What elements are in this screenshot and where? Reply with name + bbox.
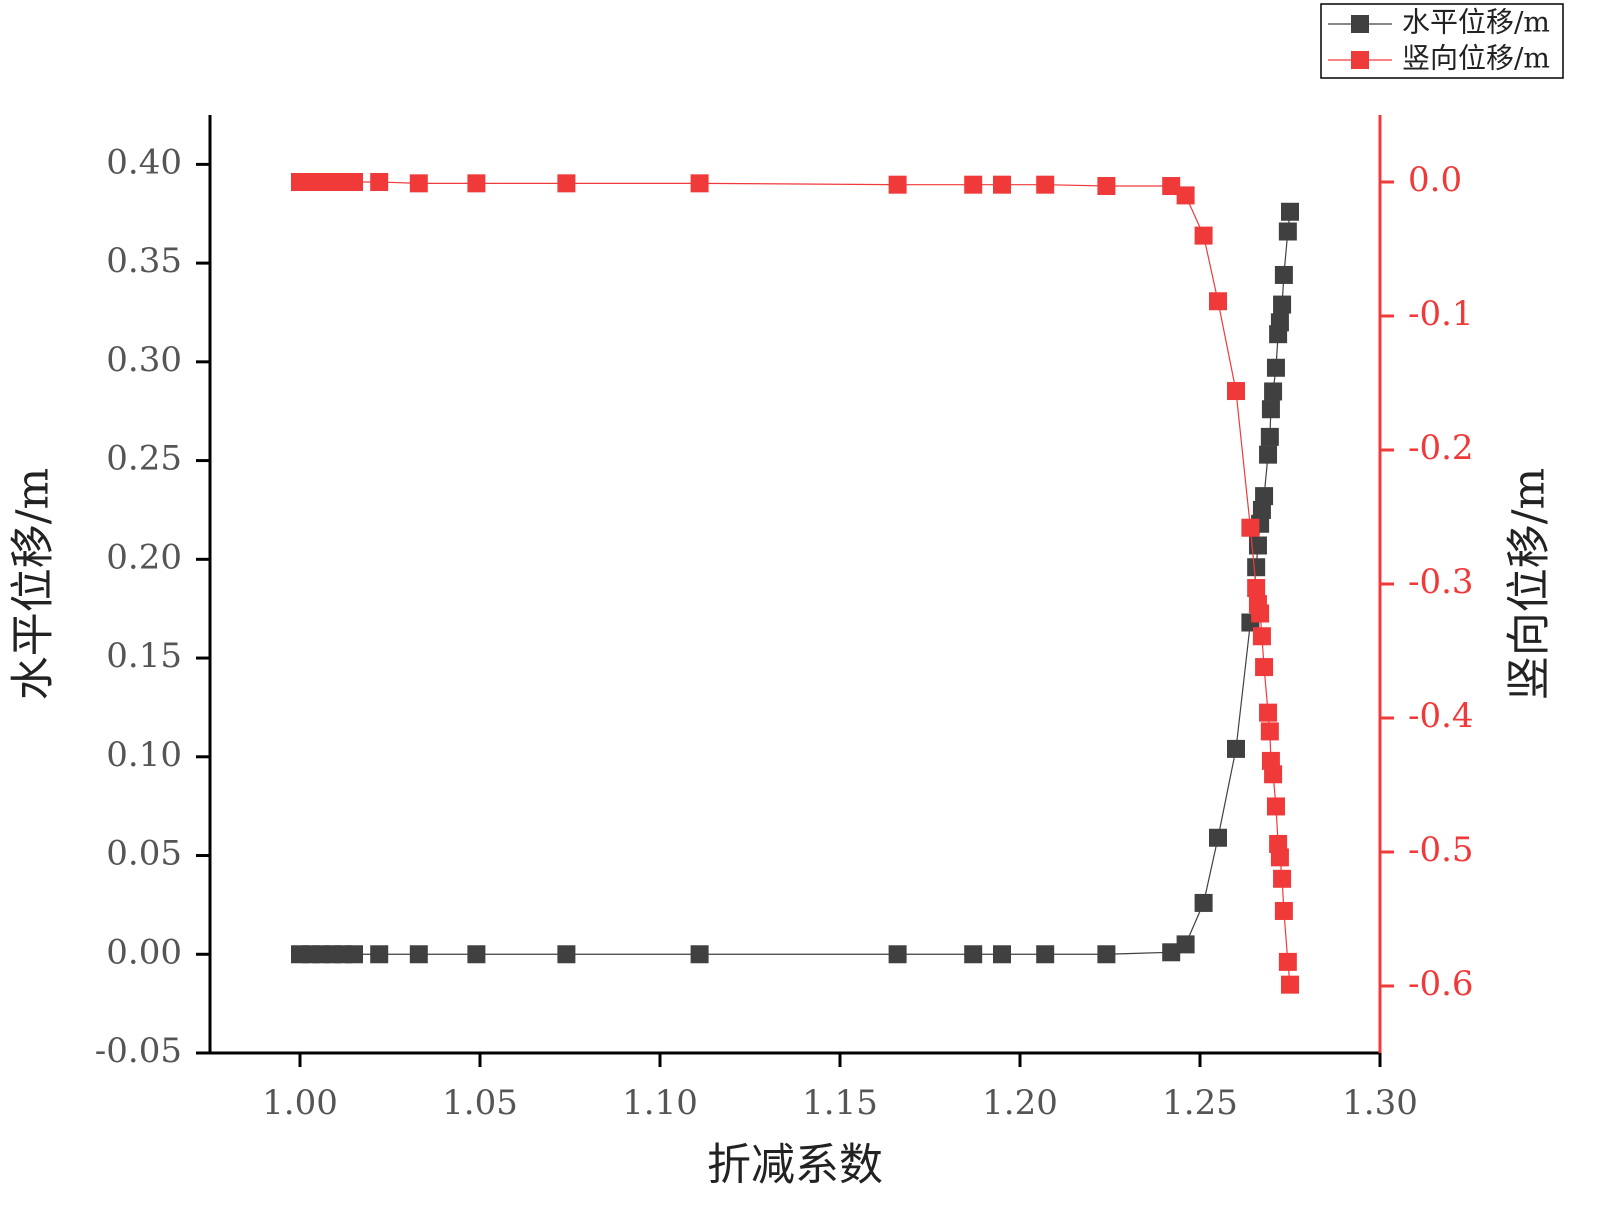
point (1194, 893, 1213, 912)
y2-tick-label: -0.5 (1408, 830, 1474, 870)
y-tick-label: 0.20 (106, 537, 182, 577)
x-tick-label: 1.10 (622, 1083, 698, 1123)
x-tick-label: 1.05 (442, 1083, 518, 1123)
point (1036, 175, 1055, 194)
point (1251, 604, 1270, 623)
point (1252, 627, 1271, 646)
point (409, 174, 428, 193)
point (888, 945, 907, 964)
point (1281, 975, 1299, 994)
point (409, 945, 428, 964)
point (1270, 313, 1289, 332)
y-tick-label: -0.05 (95, 1031, 182, 1071)
point (1227, 382, 1245, 401)
y-tick-label: 0.35 (106, 241, 182, 281)
y2-tick-label: -0.4 (1408, 696, 1474, 736)
legend-label: 水平位移/m (1402, 6, 1550, 39)
point (1264, 382, 1283, 401)
y-tick-label: 0.15 (106, 636, 182, 676)
point (1241, 518, 1260, 537)
point (1227, 739, 1245, 758)
point (1162, 177, 1181, 196)
point (1194, 226, 1213, 245)
legend-label: 竖向位移/m (1402, 42, 1550, 75)
point (1281, 202, 1299, 221)
point (993, 945, 1011, 964)
legend-marker (1351, 51, 1369, 69)
point (1255, 487, 1274, 506)
point (1248, 536, 1267, 555)
point (1209, 292, 1227, 311)
point (888, 175, 907, 194)
point (557, 945, 576, 964)
point (1270, 848, 1289, 867)
y-tick-label: 0.05 (106, 834, 182, 874)
point (345, 173, 363, 191)
y-tick-label: 0.25 (106, 439, 182, 479)
point (1252, 500, 1271, 519)
point (345, 945, 363, 964)
point (1247, 579, 1266, 598)
point (1259, 703, 1278, 722)
point (993, 175, 1011, 194)
point (370, 945, 389, 964)
point (1273, 869, 1292, 888)
point (467, 945, 486, 964)
point (1260, 722, 1279, 741)
series-line (300, 211, 1291, 955)
y-axis-title: 水平位移/m (8, 468, 59, 701)
point (1273, 295, 1292, 314)
point (370, 173, 389, 191)
point (1260, 427, 1279, 446)
y2-tick-label: -0.2 (1408, 428, 1474, 468)
x-tick-label: 1.20 (982, 1083, 1058, 1123)
point (1209, 828, 1227, 847)
x-tick-label: 1.25 (1162, 1083, 1238, 1123)
y2-axis-title: 竖向位移/m (1504, 468, 1555, 701)
point (1278, 222, 1297, 241)
point (964, 945, 983, 964)
x-tick-label: 1.00 (262, 1083, 338, 1123)
point (1266, 358, 1285, 377)
point (1259, 445, 1278, 464)
point (1261, 400, 1280, 419)
x-axis-title: 折减系数 (707, 1140, 883, 1191)
point (964, 175, 983, 194)
point (1162, 943, 1181, 962)
y-tick-label: 0.30 (106, 340, 182, 380)
point (1097, 945, 1116, 964)
point (1036, 945, 1055, 964)
series-line (300, 181, 1291, 985)
point (1176, 186, 1195, 205)
point (690, 945, 709, 964)
point (1255, 658, 1274, 677)
y2-tick-label: -0.3 (1408, 562, 1474, 602)
point (467, 174, 486, 193)
y-tick-label: 0.10 (106, 735, 182, 775)
x-tick-label: 1.15 (802, 1083, 878, 1123)
point (1266, 797, 1285, 816)
point (1264, 765, 1283, 784)
y-tick-label: 0.40 (106, 142, 182, 182)
y-tick-label: 0.00 (106, 932, 182, 972)
point (1247, 558, 1266, 577)
x-tick-label: 1.30 (1342, 1083, 1418, 1123)
point (557, 174, 576, 193)
y2-tick-label: -0.1 (1408, 294, 1474, 334)
point (1274, 901, 1293, 920)
y2-tick-label: -0.6 (1408, 964, 1474, 1004)
point (1097, 177, 1116, 196)
point (1278, 952, 1297, 971)
point (1274, 265, 1293, 284)
point (1176, 935, 1195, 954)
legend-marker (1351, 15, 1369, 33)
y2-tick-label: 0.0 (1408, 160, 1462, 200)
point (690, 174, 709, 193)
